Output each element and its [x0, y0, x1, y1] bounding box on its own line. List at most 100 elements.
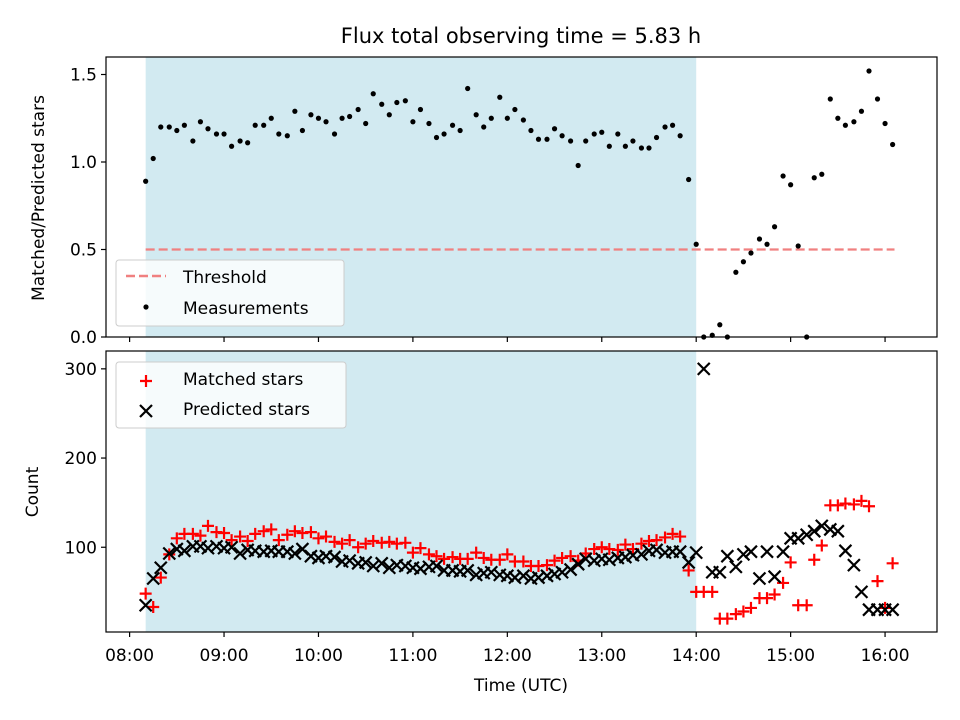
- measurement-point: [252, 122, 258, 128]
- measurement-points: [143, 68, 896, 340]
- measurement-point: [575, 162, 581, 169]
- measurement-point: [764, 241, 770, 247]
- measurement-point: [268, 115, 274, 121]
- measurement-point: [599, 129, 605, 135]
- matched-star-point: [352, 541, 365, 554]
- matched-star-point: [201, 519, 214, 532]
- matched-star-point: [257, 525, 270, 538]
- measurement-point: [292, 108, 298, 114]
- matched-star-point: [328, 535, 341, 548]
- matched-star-point: [886, 557, 899, 570]
- measurement-point: [370, 91, 376, 97]
- predicted-star-point: [563, 562, 578, 577]
- measurement-point: [355, 106, 361, 113]
- count-panel: 100 200 300 08:00 09:00 10:00 11:00 12:00 13:00…: [23, 337, 938, 696]
- measurement-point: [858, 108, 865, 114]
- count-y-tick-label: 100: [65, 538, 97, 558]
- matched-star-point: [170, 532, 183, 545]
- matched-star-point: [729, 608, 742, 621]
- predicted-star-point: [815, 519, 829, 533]
- matched-star-point: [847, 498, 860, 511]
- ratio-y-tick-label: 1.5: [70, 66, 97, 86]
- predicted-star-point: [153, 560, 168, 575]
- predicted-star-point: [358, 555, 373, 570]
- legend-predicted-label: Predicted stars: [183, 400, 310, 420]
- matched-star-point: [304, 526, 317, 539]
- matched-star-point: [414, 542, 427, 555]
- matched-star-point: [784, 556, 797, 569]
- matched-star-point: [367, 535, 380, 548]
- matched-star-point: [288, 525, 301, 538]
- measurement-point: [205, 126, 211, 132]
- matched-star-point: [399, 536, 412, 549]
- predicted-star-point: [460, 563, 475, 578]
- matched-star-point: [721, 612, 734, 625]
- predicted-star-point: [744, 544, 758, 559]
- matched-star-point: [406, 546, 419, 559]
- time-x-tick-label: 09:00: [200, 646, 249, 666]
- measurement-point: [417, 106, 424, 113]
- measurement-point: [166, 124, 172, 130]
- measurement-point: [646, 145, 652, 151]
- measurement-point: [551, 126, 558, 132]
- predicted-star-point: [696, 362, 711, 376]
- measurement-point: [811, 175, 817, 181]
- measurement-point: [379, 101, 385, 107]
- matched-star-point: [674, 530, 687, 543]
- measurement-point: [237, 138, 243, 144]
- measurement-point: [819, 171, 825, 177]
- matched-star-point: [863, 500, 876, 513]
- matched-star-point: [265, 523, 278, 536]
- measurement-point: [874, 96, 881, 102]
- matched-star-point: [241, 535, 254, 548]
- measurement-point: [583, 138, 589, 144]
- time-x-tick-label: 14:00: [672, 646, 721, 666]
- measurement-point: [568, 138, 574, 144]
- matched-star-point: [808, 553, 821, 566]
- time-x-tick-label: 11:00: [388, 646, 437, 666]
- matched-star-point: [438, 552, 451, 565]
- predicted-star-point: [713, 565, 727, 580]
- matched-star-point: [611, 543, 624, 556]
- matched-star-point: [336, 537, 349, 550]
- matched-star-point: [564, 550, 577, 563]
- measurement-point: [615, 131, 621, 137]
- legend-matched-label: Matched stars: [183, 370, 303, 390]
- predicted-star-point: [838, 544, 853, 558]
- predicted-star-point: [673, 544, 687, 559]
- time-x-tick-label: 15:00: [766, 646, 815, 666]
- predicted-star-point: [799, 527, 814, 542]
- predicted-star-point: [484, 565, 499, 580]
- measurement-point: [331, 131, 338, 137]
- measurement-point: [228, 143, 235, 149]
- measurement-point: [528, 127, 534, 134]
- measurement-point: [308, 112, 314, 118]
- matched-star-point: [879, 601, 892, 614]
- measurement-point: [866, 68, 872, 74]
- matched-star-point: [855, 494, 868, 507]
- matched-star-point: [768, 588, 781, 601]
- measurement-point: [276, 131, 282, 137]
- ratio-panel-frame: [105, 56, 938, 338]
- matched-star-point: [312, 532, 325, 545]
- predicted-star-point: [429, 559, 444, 573]
- matched-star-point: [540, 559, 553, 572]
- predicted-star-point: [649, 543, 664, 557]
- measurement-point: [890, 141, 896, 148]
- measurement-point: [426, 120, 432, 127]
- matched-star-point: [194, 529, 207, 542]
- matched-star-point: [501, 548, 514, 561]
- matched-star-point: [635, 537, 648, 550]
- measurement-point: [197, 119, 204, 125]
- time-x-tick-label: 13:00: [577, 646, 626, 666]
- measurement-point: [174, 127, 180, 134]
- predicted-star-point: [571, 557, 585, 571]
- matched-star-point: [186, 527, 199, 540]
- predicted-star-point: [767, 569, 782, 584]
- measurement-point: [795, 243, 801, 249]
- predicted-star-point: [729, 560, 743, 574]
- measurement-point: [143, 178, 149, 184]
- measurement-point: [465, 85, 471, 92]
- measurement-point: [662, 124, 668, 130]
